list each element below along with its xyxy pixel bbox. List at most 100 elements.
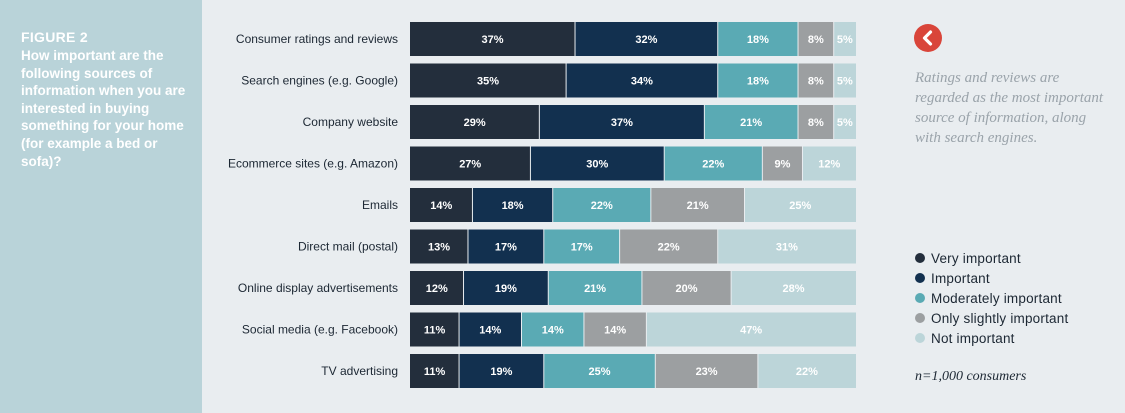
- bar-value-label: 11%: [424, 325, 446, 337]
- bar-segment: [467, 229, 544, 264]
- bar-value-label: 21%: [687, 200, 709, 212]
- bar-value-label: 31%: [776, 242, 798, 254]
- bar-value-label: 8%: [808, 117, 824, 129]
- legend-swatch-icon: [915, 313, 925, 323]
- legend-item: Only slightly important: [915, 308, 1068, 328]
- chart-legend: Very important Important Moderately import…: [915, 248, 1068, 348]
- category-label: Consumer ratings and reviews: [236, 32, 398, 46]
- bar-value-label: 18%: [502, 200, 524, 212]
- bar-value-label: 29%: [464, 117, 486, 129]
- chart-annotation: Ratings and reviews are regarded as the …: [915, 70, 1104, 146]
- sample-size-note: n=1,000 consumers: [915, 369, 1027, 384]
- category-label: Company website: [303, 115, 399, 129]
- bar-segment: [655, 354, 758, 388]
- bar-value-label: 8%: [808, 76, 824, 88]
- bar-segment: [410, 312, 460, 347]
- category-label: Search engines (e.g. Google): [241, 74, 398, 88]
- legend-label: Very important: [931, 250, 1021, 266]
- bar-segment: [410, 188, 473, 222]
- legend-item: Moderately important: [915, 288, 1068, 308]
- bar-segment: [798, 105, 834, 139]
- legend-item: Important: [915, 268, 1068, 288]
- bar-segment: [566, 63, 718, 98]
- bar-value-label: 21%: [740, 117, 762, 129]
- bar-value-label: 22%: [796, 366, 818, 378]
- category-label: TV advertising: [321, 364, 398, 378]
- figure-side-panel: FIGURE 2 How important are the following…: [0, 0, 202, 413]
- bar-segment: [410, 63, 567, 98]
- bar-segment: [619, 229, 718, 264]
- bar-value-label: 5%: [837, 76, 853, 88]
- bar-segment: [717, 63, 799, 98]
- bar-segment: [543, 354, 656, 388]
- bar-value-label: 19%: [495, 283, 517, 295]
- legend-label: Moderately important: [931, 290, 1062, 306]
- legend-swatch-icon: [915, 253, 925, 263]
- bar-value-label: 22%: [658, 242, 680, 254]
- bar-value-label: 25%: [789, 200, 811, 212]
- bar-segment: [650, 188, 745, 222]
- bar-value-label: 35%: [477, 76, 499, 88]
- bar-segment: [833, 22, 856, 56]
- bar-value-label: 11%: [424, 366, 446, 378]
- bar-value-label: 37%: [481, 34, 503, 46]
- figure-question: How important are the following sources …: [21, 48, 186, 169]
- bar-segment: [472, 188, 553, 222]
- bar-segment: [463, 271, 549, 305]
- bar-value-label: 14%: [604, 325, 626, 337]
- bar-value-label: 30%: [586, 159, 608, 171]
- legend-swatch-icon: [915, 333, 925, 343]
- bar-value-label: 5%: [837, 34, 853, 46]
- bar-value-label: 14%: [430, 200, 452, 212]
- bar-value-label: 14%: [479, 325, 501, 337]
- bar-value-label: 25%: [589, 366, 611, 378]
- bar-value-label: 47%: [740, 325, 762, 337]
- bar-segment: [757, 354, 856, 388]
- bar-segment: [530, 146, 665, 181]
- bar-value-label: 37%: [611, 117, 633, 129]
- legend-label: Important: [931, 270, 990, 286]
- legend-item: Not important: [915, 328, 1068, 348]
- legend-label: Only slightly important: [931, 310, 1069, 326]
- bar-segment: [575, 22, 718, 56]
- category-label: Emails: [362, 198, 398, 212]
- legend-label: Not important: [931, 330, 1015, 346]
- bar-value-label: 13%: [428, 242, 450, 254]
- bar-value-label: 9%: [774, 159, 790, 171]
- bar-segment: [521, 312, 584, 347]
- bar-segment: [833, 105, 856, 139]
- bar-value-label: 34%: [631, 76, 653, 88]
- bar-segment: [646, 312, 856, 347]
- category-label: Online display advertisements: [238, 281, 398, 295]
- bar-value-label: 32%: [635, 34, 657, 46]
- bar-value-label: 22%: [591, 200, 613, 212]
- bar-value-label: 12%: [426, 283, 448, 295]
- bar-segment: [410, 105, 540, 139]
- bar-value-label: 18%: [747, 76, 769, 88]
- bar-value-label: 20%: [676, 283, 698, 295]
- bar-value-label: 18%: [747, 34, 769, 46]
- bar-segment: [664, 146, 763, 181]
- bar-segment: [459, 312, 522, 347]
- bar-segment: [641, 271, 732, 305]
- bar-value-label: 27%: [459, 159, 481, 171]
- bar-segment: [798, 22, 834, 56]
- bar-segment: [539, 105, 705, 139]
- bar-segment: [731, 271, 856, 305]
- bar-segment: [410, 354, 460, 388]
- bar-value-label: 28%: [783, 283, 805, 295]
- bar-segment: [543, 229, 620, 264]
- bar-value-label: 17%: [571, 242, 593, 254]
- bar-segment: [410, 271, 464, 305]
- bar-segment: [717, 229, 856, 264]
- bar-segment: [410, 22, 576, 56]
- bar-value-label: 12%: [818, 159, 840, 171]
- bar-segment: [583, 312, 647, 347]
- bar-value-label: 8%: [808, 34, 824, 46]
- back-button[interactable]: [914, 24, 942, 52]
- category-label: Direct mail (postal): [298, 240, 398, 254]
- chevron-left-icon: [922, 30, 933, 46]
- bar-segment: [833, 63, 856, 98]
- category-label: Social media (e.g. Facebook): [242, 323, 398, 337]
